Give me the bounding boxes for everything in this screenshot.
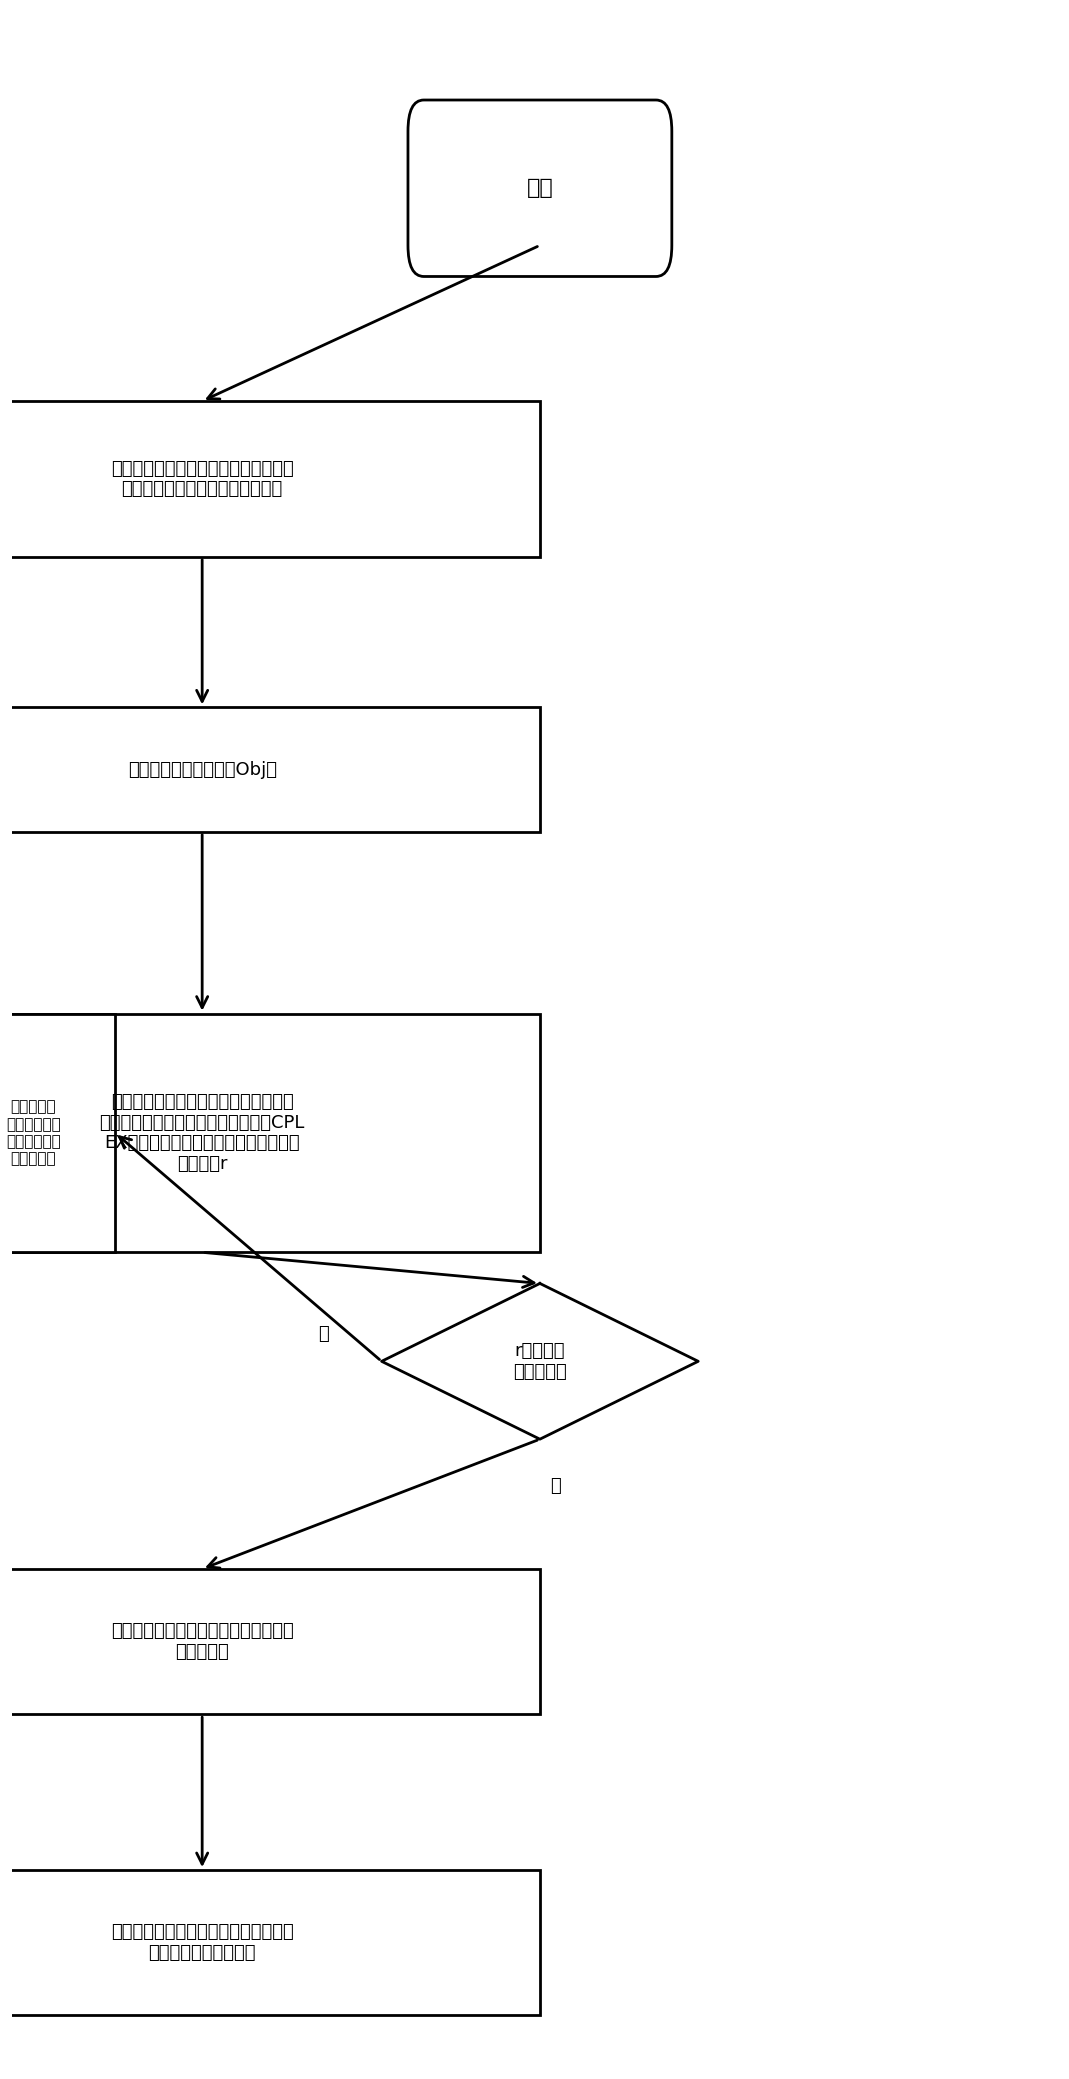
Bar [0,707,540,832]
FancyBboxPatch shape [408,100,671,277]
Text: 获取配电网状态估计量和各变压器以及
智能电表的有限量测量并产生残差: 获取配电网状态估计量和各变压器以及 智能电表的有限量测量并产生残差 [111,459,294,499]
Text: 否: 否 [319,1324,329,1343]
Bar [0,1869,540,2015]
Bar [0,401,540,557]
Text: r是否小于
预设的阈值: r是否小于 预设的阈值 [513,1341,567,1380]
Text: 状态估计可靠，同时得到配电网的结构
状态量集合: 状态估计可靠，同时得到配电网的结构 状态量集合 [111,1622,294,1661]
Text: 在服从母线电压差不等式、支路功率传
输不等式等约束条件下，通过计算机CPL
EX，对产生的残差利用加权最小二乘法
求最小值r: 在服从母线电压差不等式、支路功率传 输不等式等约束条件下，通过计算机CPL EX… [99,1094,305,1173]
Text: 重新获取最
新状态估计量
和有限量测量
并产生残差: 重新获取最 新状态估计量 和有限量测量 并产生残差 [6,1100,61,1166]
Bar [0,1015,540,1252]
Bar [0,1015,115,1252]
Text: 利用计算得到的二进制结构状态量集合
确定配电网的拓扑结构: 利用计算得到的二进制结构状态量集合 确定配电网的拓扑结构 [111,1923,294,1963]
Bar [0,1570,540,1715]
Text: 开始: 开始 [527,179,554,198]
Text: 是: 是 [551,1476,561,1495]
Text: 将残差并引入目标函数Obj中: 将残差并引入目标函数Obj中 [127,761,277,780]
